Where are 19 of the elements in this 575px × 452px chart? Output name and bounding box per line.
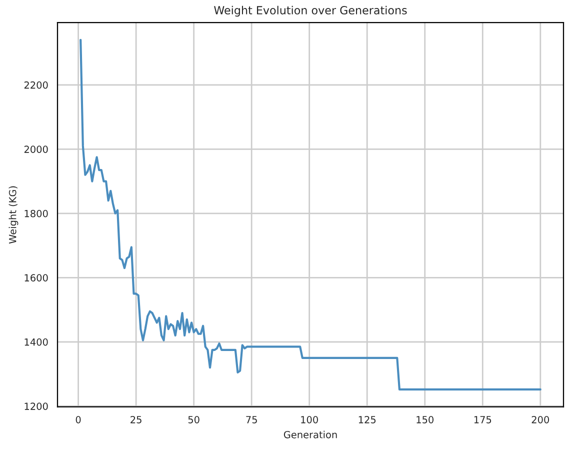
- y-tick-label: 2200: [24, 81, 48, 89]
- y-tick-label: 1600: [24, 274, 48, 282]
- x-tick-label: 100: [301, 416, 318, 424]
- x-axis-title: Generation: [284, 430, 337, 438]
- y-tick-label: 1200: [24, 402, 48, 410]
- chart-title: Weight Evolution over Generations: [214, 6, 407, 17]
- x-tick-label: 75: [246, 416, 257, 424]
- x-tick-label: 25: [130, 416, 142, 424]
- x-tick-label: 175: [474, 416, 492, 424]
- y-axis-title: Weight (KG): [8, 186, 18, 244]
- x-tick-label: 150: [416, 416, 434, 424]
- line-series: [80, 38, 542, 390]
- x-tick-label: 50: [188, 416, 200, 424]
- y-tick-label: 1800: [24, 210, 48, 218]
- x-tick-label: 200: [532, 416, 550, 424]
- y-tick-label: 2000: [24, 146, 48, 153]
- y-tick-label: 1400: [24, 338, 48, 346]
- x-tick-label: 125: [358, 416, 376, 424]
- x-tick-label: 0: [76, 416, 81, 424]
